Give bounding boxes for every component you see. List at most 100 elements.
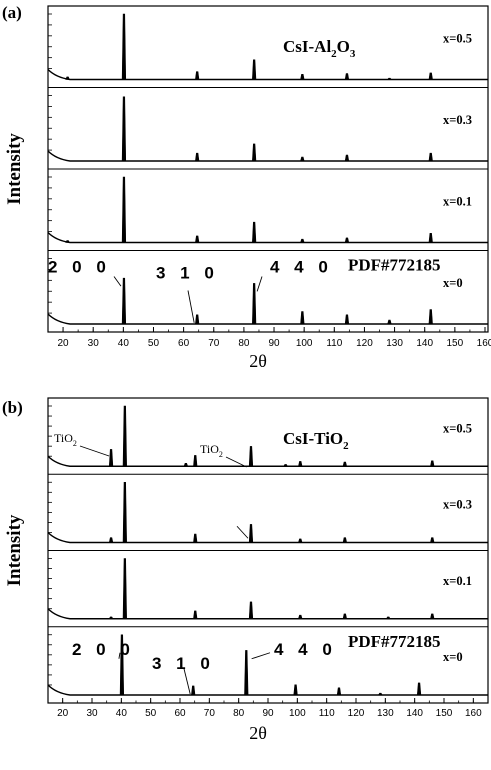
peak-142 <box>428 152 433 162</box>
peak-128.3 <box>387 319 392 325</box>
peak-99.4 <box>300 73 305 80</box>
peak-114.2 <box>336 687 342 696</box>
peak-116.2 <box>342 537 348 543</box>
x-tick-label: 70 <box>204 708 216 719</box>
hkl-label: 4 4 0 <box>274 640 337 659</box>
x-tick-label: 50 <box>145 708 157 719</box>
x-tick-label: 130 <box>377 708 394 719</box>
peak-101 <box>298 461 303 467</box>
hkl-arrow <box>183 668 191 695</box>
series-label: x=0 <box>443 650 463 664</box>
x-axis-label: 2θ <box>249 351 267 371</box>
x-tick-label: 70 <box>208 338 220 349</box>
series-label: x=0.5 <box>443 32 472 46</box>
peak-83.4 <box>252 143 257 162</box>
baseline-line <box>47 313 488 325</box>
series-label: x=0.1 <box>443 574 472 588</box>
title-subscript: 2 <box>331 48 337 60</box>
series-x-0-5: x=0.5 <box>47 13 488 81</box>
x-tick-label: 120 <box>348 708 365 719</box>
hkl-arrow <box>256 276 263 292</box>
peak-84.2 <box>248 601 254 620</box>
hkl-arrow <box>251 652 271 660</box>
peak-21.5 <box>65 240 70 243</box>
peak-83.4 <box>252 221 257 243</box>
x-tick-label: 100 <box>289 708 306 719</box>
peak-64.5 <box>191 685 196 696</box>
x-tick-label: 20 <box>58 338 70 349</box>
peak-101 <box>298 614 303 620</box>
peak-142 <box>428 233 433 243</box>
hkl-arrow <box>113 276 122 287</box>
peak-36.5 <box>108 537 114 543</box>
annotation-subscript: 2 <box>219 450 223 459</box>
chart-title: CsI-Al2O3 <box>283 37 356 60</box>
peak-146 <box>430 613 435 620</box>
series-label: x=0.3 <box>443 113 472 127</box>
tio2-annotation: TiO2 <box>54 431 77 448</box>
reference-label: PDF#772185 <box>348 632 441 651</box>
baseline-line <box>47 150 488 162</box>
peak-82.6 <box>244 650 249 696</box>
annotation-arrow <box>79 445 110 457</box>
x-tick-label: 90 <box>262 708 274 719</box>
peak-146 <box>430 537 435 543</box>
series-label: x=0.3 <box>443 498 472 512</box>
x-tick-label: 150 <box>436 708 453 719</box>
peak-64.5 <box>195 314 200 325</box>
peak-40.2 <box>121 277 127 325</box>
series-label: x=0.5 <box>443 421 472 435</box>
peak-21.5 <box>65 76 70 80</box>
hkl-label: 3 1 0 <box>152 654 215 673</box>
x-tick-label: 120 <box>356 338 373 349</box>
peak-96 <box>283 464 288 467</box>
peak-64.5 <box>195 235 200 243</box>
peak-40.2 <box>121 13 127 80</box>
panel-label: (a) <box>2 3 22 22</box>
peak-84.2 <box>248 446 254 467</box>
peak-65.2 <box>193 533 198 543</box>
panel-label: (b) <box>2 398 23 417</box>
y-axis-label: Intensity <box>4 514 25 586</box>
baseline-line <box>47 608 488 620</box>
panel-b: (b) Intensity 20 30 40 50 60 70 80 90 100 110 120 130… <box>2 397 489 743</box>
peak-131 <box>385 616 391 620</box>
peak-40.2 <box>119 634 125 696</box>
x-tick-label: 40 <box>118 338 130 349</box>
peak-40.2 <box>121 176 127 243</box>
peak-142 <box>428 72 433 80</box>
peak-65.2 <box>193 610 198 620</box>
peak-40.2 <box>121 96 127 162</box>
peak-114.2 <box>344 154 350 162</box>
peak-36.5 <box>108 616 114 620</box>
peak-64.5 <box>195 71 200 80</box>
x-tick-label: 60 <box>178 338 190 349</box>
x-tick-label: 110 <box>319 708 335 719</box>
title-mid: O <box>337 37 350 56</box>
baseline-line <box>47 68 488 81</box>
peak-116.2 <box>342 461 348 467</box>
peak-141.5 <box>416 682 422 696</box>
x-tick-label: 50 <box>148 338 160 349</box>
peak-36.5 <box>108 449 114 467</box>
peak-65.2 <box>193 455 198 467</box>
x-tick-label: 80 <box>238 338 250 349</box>
peak-62 <box>183 462 189 467</box>
x-tick-label: 100 <box>296 338 313 349</box>
peak-83.4 <box>252 283 257 325</box>
x-tick-label: 40 <box>116 708 128 719</box>
title-main: CsI-TiO <box>283 429 343 448</box>
series-x-0-5: x=0.5 <box>47 405 488 467</box>
chart-title: CsI-TiO2 <box>283 429 349 452</box>
annotation-arrow <box>236 525 249 539</box>
peak-114.2 <box>344 73 350 80</box>
x-tick-label: 110 <box>326 338 342 349</box>
peak-128.3 <box>378 692 383 696</box>
peak-83.4 <box>252 59 257 80</box>
baseline-line <box>47 455 488 467</box>
peak-64.5 <box>195 152 200 162</box>
peak-99.4 <box>293 684 298 696</box>
annotation-arrow <box>225 456 247 468</box>
series-x-0-3: x=0.3 <box>47 473 488 544</box>
